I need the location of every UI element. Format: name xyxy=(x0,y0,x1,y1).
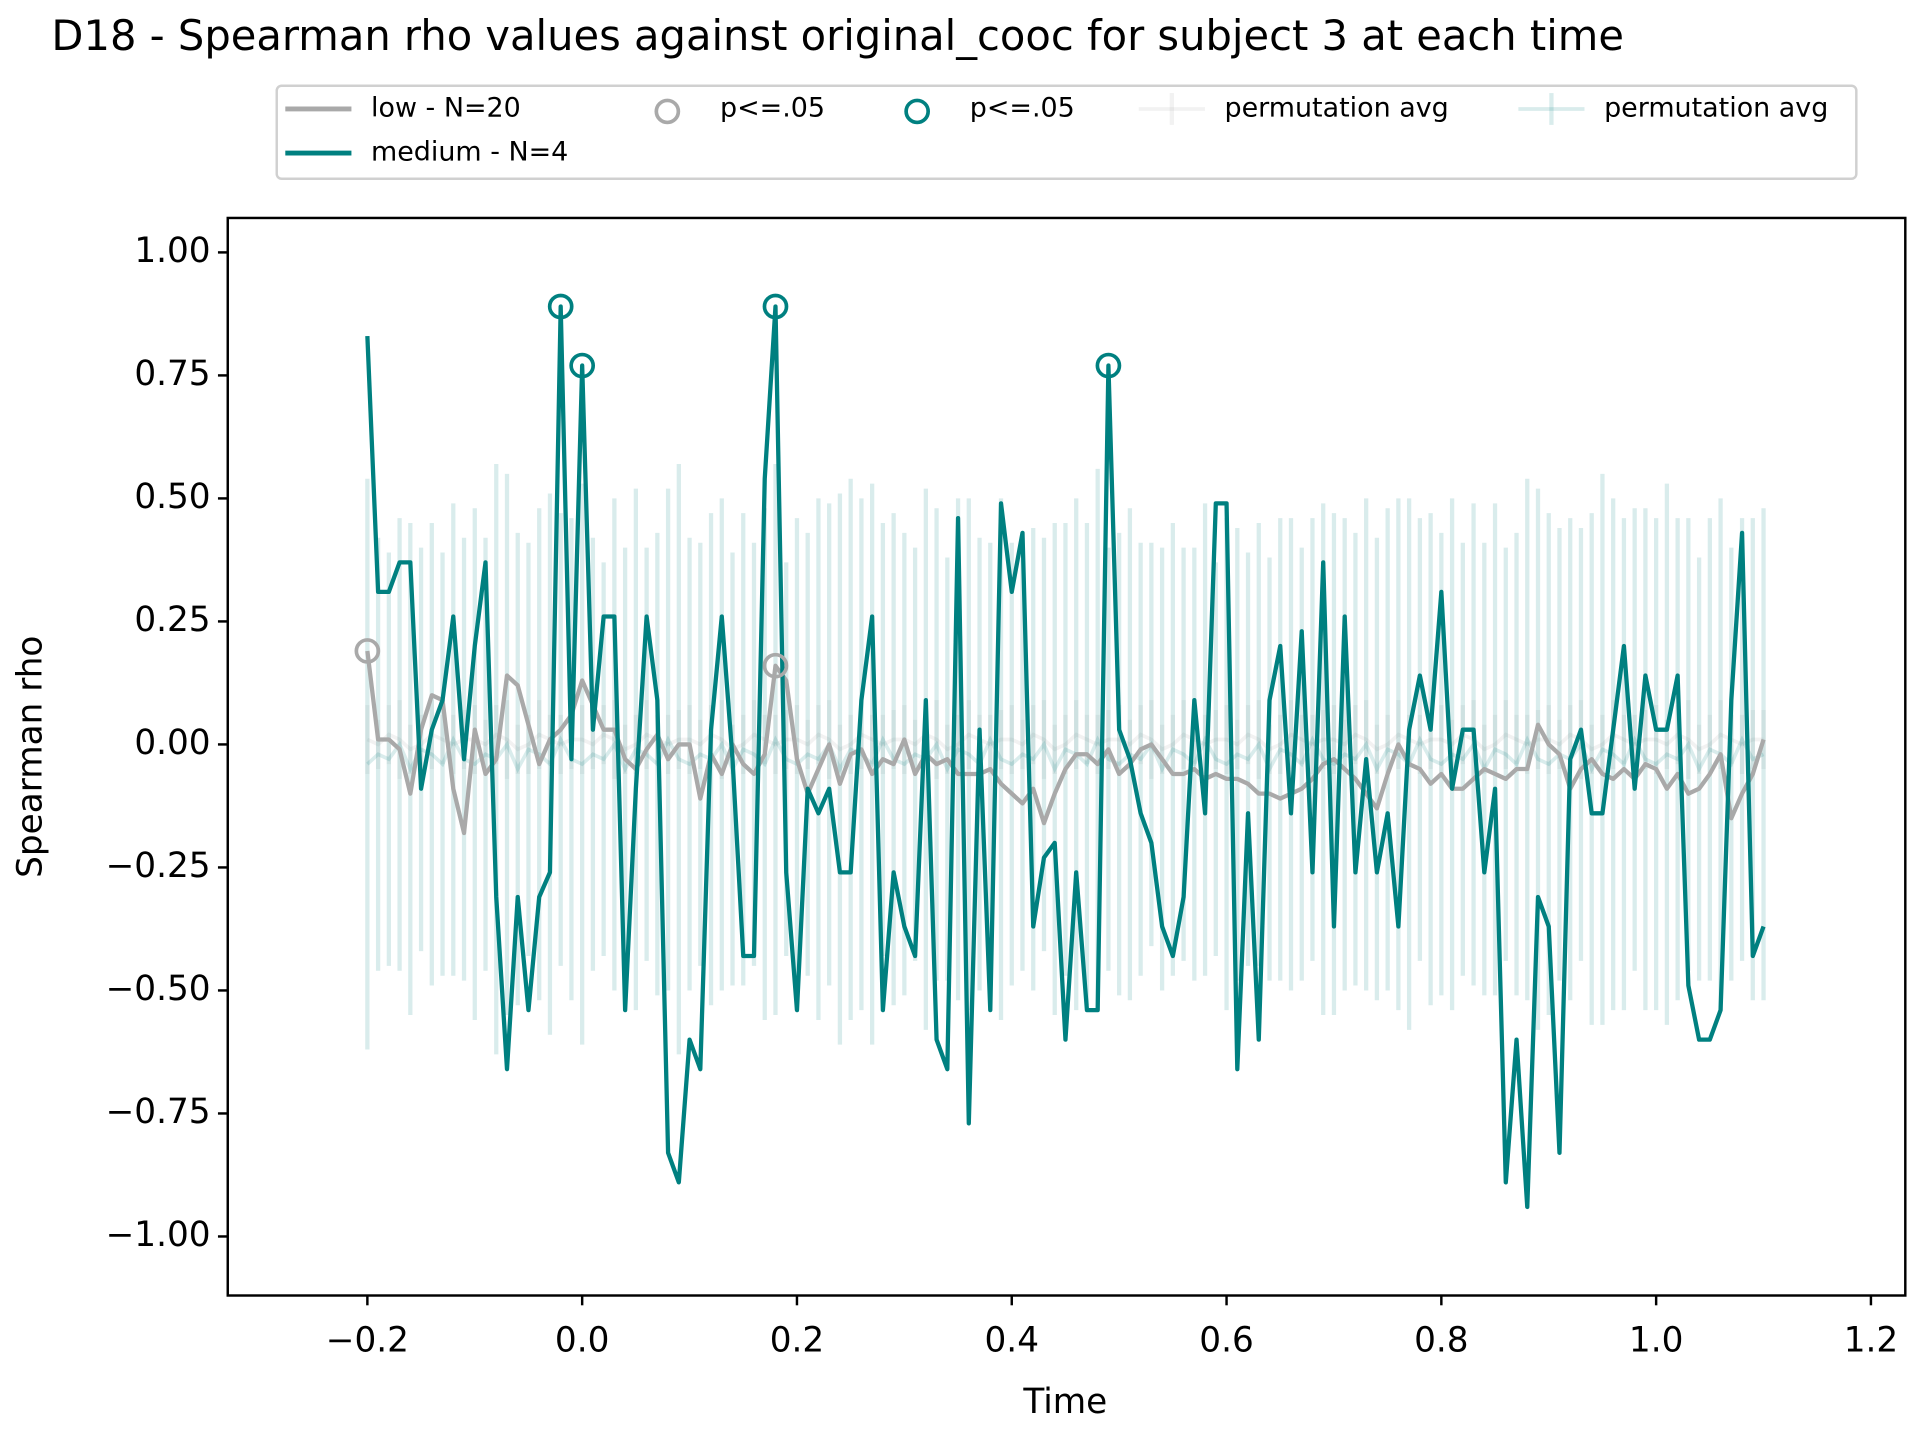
chart-title: D18 - Spearman rho values against origin… xyxy=(51,11,1624,60)
x-tick-label: 1.2 xyxy=(1844,1321,1899,1361)
significance-marker xyxy=(569,352,596,379)
x-tick-label: 1.0 xyxy=(1629,1321,1684,1361)
significance-marker xyxy=(762,652,789,679)
y-tick-label: −0.50 xyxy=(106,969,211,1009)
legend-label: p<=.05 xyxy=(720,92,825,123)
x-tick-label: 0.4 xyxy=(985,1321,1040,1361)
y-tick-label: 0.25 xyxy=(134,600,210,640)
x-tick-label: 0.0 xyxy=(555,1321,610,1361)
legend-item: low - N=20 xyxy=(285,92,521,123)
y-tick-label: 1.00 xyxy=(134,231,210,271)
y-axis-label: Spearman rho xyxy=(10,636,50,878)
legend-item: p<=.05 xyxy=(654,92,825,125)
x-tick-label: 0.2 xyxy=(770,1321,825,1361)
legend-label: permutation avg xyxy=(1604,92,1828,123)
y-tick-label: −0.75 xyxy=(106,1092,211,1132)
permutation-line xyxy=(366,732,1764,752)
x-tick-label: 0.6 xyxy=(1199,1321,1254,1361)
legend-item: permutation avg xyxy=(1518,92,1828,125)
legend-label: p<=.05 xyxy=(970,92,1075,123)
plot-area xyxy=(354,293,1766,1210)
legend-swatch xyxy=(904,98,930,125)
series-line xyxy=(365,650,1766,836)
y-tick-label: −1.00 xyxy=(106,1215,211,1255)
significance-marker xyxy=(1095,352,1122,379)
legend-label: medium - N=4 xyxy=(371,137,568,168)
y-tick-label: 0.75 xyxy=(134,354,210,394)
x-axis-label: Time xyxy=(1022,1382,1107,1422)
legend-item: permutation avg xyxy=(1138,92,1449,125)
x-tick-label: −0.2 xyxy=(326,1321,409,1361)
y-tick-label: 0.00 xyxy=(134,723,210,763)
significance-marker xyxy=(762,293,789,320)
legend-swatch xyxy=(654,98,681,125)
y-tick-label: 0.50 xyxy=(134,477,210,517)
x-tick-label: 0.8 xyxy=(1414,1321,1469,1361)
legend-label: permutation avg xyxy=(1224,92,1448,123)
plot-frame xyxy=(226,216,1907,1297)
legend-frame xyxy=(275,84,1858,180)
significance-marker xyxy=(547,293,574,320)
series-line xyxy=(365,304,1766,1210)
y-tick-label: −0.25 xyxy=(106,846,211,886)
legend-item: medium - N=4 xyxy=(285,137,568,168)
legend-label: low - N=20 xyxy=(371,92,521,123)
significance-marker xyxy=(354,638,381,664)
legend-item: p<=.05 xyxy=(904,92,1075,125)
